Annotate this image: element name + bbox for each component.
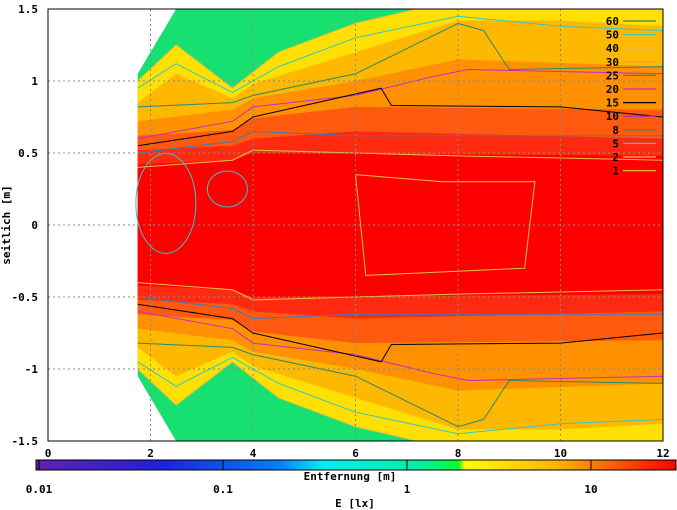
y-axis-label: seitlich [m] <box>0 185 13 264</box>
colorbar-label: E [lx] <box>335 497 375 510</box>
legend-label: 40 <box>606 42 619 55</box>
y-tick-label: 1.5 <box>18 3 38 16</box>
x-tick-label: 6 <box>352 447 359 460</box>
plot-frame <box>47 8 664 442</box>
colorbar-tick-label: 1 <box>404 483 411 496</box>
y-tick-label: -0.5 <box>12 291 39 304</box>
legend-label: 20 <box>606 83 619 96</box>
y-tick-labels: 1.5 1 0.5 0 -0.5 -1 -1.5 <box>12 3 39 448</box>
y-tick-label: 0.5 <box>18 147 38 160</box>
colorbar-tick-label: 0.1 <box>213 483 233 496</box>
colorbar-tick-label: 0.01 <box>26 483 53 496</box>
y-tick-label: 1 <box>31 75 38 88</box>
contour-island <box>135 152 197 254</box>
heatmap-band-6 <box>137 153 663 297</box>
x-axis-label: Entfernung [m] <box>304 470 397 483</box>
x-tick-label: 12 <box>656 447 669 460</box>
contour-island <box>206 170 248 208</box>
colorbar-tick-labels: 0.01 0.1 1 10 <box>26 460 598 496</box>
y-tick-label: -1.5 <box>12 435 39 448</box>
y-tick-label: -1 <box>25 363 39 376</box>
contour-line-25 <box>137 342 664 428</box>
colorbar <box>35 459 677 471</box>
contour-line-50 <box>137 356 664 435</box>
x-tick-label: 0 <box>45 447 52 460</box>
legend-label: 8 <box>612 124 619 137</box>
colorbar-tick-label: 10 <box>584 483 597 496</box>
contour-line-15 <box>137 87 664 147</box>
legend-label: 5 <box>612 137 619 150</box>
contour-line-25 <box>137 22 664 108</box>
x-tick-label: 2 <box>147 447 154 460</box>
x-tick-labels: 0 2 4 6 8 10 12 <box>45 447 670 460</box>
y-tick-label: 0 <box>31 219 38 232</box>
legend-label: 25 <box>606 69 619 82</box>
contour-line-15 <box>137 303 664 363</box>
legend-label: 50 <box>606 29 619 42</box>
legend-label: 2 <box>612 151 619 164</box>
heatmap-bands <box>137 9 663 441</box>
legend-label: 60 <box>606 15 619 28</box>
contour-line-1 <box>137 8 418 89</box>
legend-label: 15 <box>606 97 619 110</box>
legend-label: 10 <box>606 110 619 123</box>
legend-label: 1 <box>612 165 619 178</box>
legend-label: 30 <box>606 56 619 69</box>
x-tick-label: 8 <box>455 447 462 460</box>
x-tick-label: 10 <box>554 447 567 460</box>
contour-line-1 <box>137 361 418 442</box>
contour-line-50 <box>137 15 664 94</box>
x-tick-label: 4 <box>250 447 257 460</box>
